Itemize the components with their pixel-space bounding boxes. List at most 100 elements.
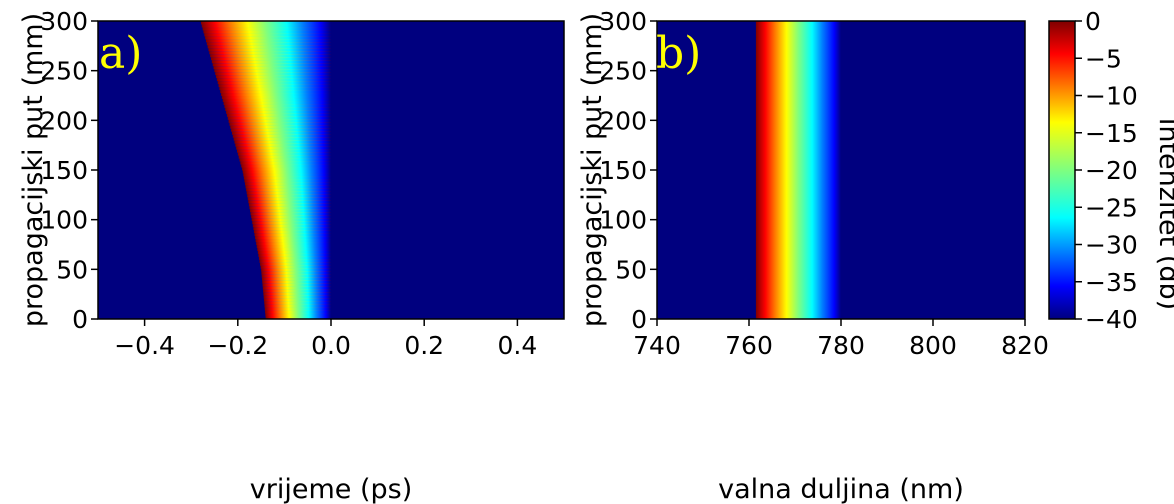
heatmap-strip-right xyxy=(252,220,331,225)
heatmap-strip-right xyxy=(254,232,331,237)
heatmap-strip-right xyxy=(226,109,331,114)
heatmap-strip-right xyxy=(203,29,331,34)
heatmap-strip-right xyxy=(215,71,331,76)
heatmap-strip-right xyxy=(222,97,331,102)
heatmap-strip-right xyxy=(244,181,331,186)
y-axis-b: 0 50 100 150 200 250 300 xyxy=(599,7,657,334)
x-axis-a: −0.4 −0.2 0.0 0.2 0.4 xyxy=(114,319,537,360)
heatmap-strip-right xyxy=(219,86,331,91)
heatmap-strip-right xyxy=(260,261,331,266)
heatmap-strip-right xyxy=(264,303,331,308)
x-tick-label: 800 xyxy=(909,331,957,360)
heatmap-strip-right xyxy=(259,258,331,263)
heatmap-strip-right xyxy=(213,65,331,70)
heatmap-strip-right xyxy=(231,130,331,135)
heatmap-strip-right xyxy=(245,184,331,189)
heatmap-strip-right xyxy=(216,74,331,79)
panel-label-a: a) xyxy=(99,28,142,79)
heatmap-strip-right xyxy=(221,92,331,96)
y-axis-label-a: propagacijski put (mm) xyxy=(18,13,49,327)
x-tick-label: −0.4 xyxy=(114,331,175,360)
x-tick-label: 0.4 xyxy=(498,331,538,360)
heatmap-strip-right xyxy=(247,193,331,198)
heatmap-strip-right xyxy=(238,154,331,159)
heatmap-strip-right xyxy=(237,148,331,153)
y-tick-label: 300 xyxy=(40,7,88,36)
heatmap-strip-right xyxy=(211,59,331,64)
heatmap-strip-right xyxy=(263,291,331,296)
x-tick-label: 820 xyxy=(1001,331,1049,360)
heatmap-strip-right xyxy=(251,214,331,219)
heatmap-strip-right xyxy=(264,300,331,305)
heatmap-strip-right xyxy=(263,288,331,293)
heatmap-strip-right xyxy=(251,217,331,222)
heatmap-strip-right xyxy=(262,282,331,287)
x-axis-label-a: vrijeme (ps) xyxy=(250,474,412,504)
x-tick-label: 760 xyxy=(725,331,773,360)
heatmap-strip-right xyxy=(220,89,331,94)
colorbar-tick-label: −10 xyxy=(1085,82,1138,111)
panel-label-b: b) xyxy=(656,28,701,79)
heatmap-strip-right xyxy=(248,202,331,207)
colorbar-tick-label: −5 xyxy=(1085,44,1122,73)
heatmap-b-band xyxy=(755,21,841,319)
panel-a: 0 50 100 150 200 250 300 −0.4 −0.2 0.0 0.2 0.4 vri… xyxy=(18,7,565,504)
heatmap-strip-right xyxy=(218,83,331,88)
x-tick-label: 740 xyxy=(633,331,681,360)
heatmap-strip-right xyxy=(226,112,331,117)
colorbar-tick-label: 0 xyxy=(1085,7,1101,36)
heatmap-strip-right xyxy=(200,21,331,25)
heatmap-strip-right xyxy=(265,315,331,319)
heatmap-strip-right xyxy=(237,151,331,156)
heatmap-strip-right xyxy=(250,211,331,216)
heatmap-strip-right xyxy=(211,56,331,61)
heatmap-strip-right xyxy=(264,306,331,311)
x-tick-label: 0.2 xyxy=(404,331,444,360)
heatmap-strip-right xyxy=(261,273,331,278)
heatmap-strip-right xyxy=(227,115,331,120)
heatmap-strip-right xyxy=(242,169,331,174)
x-tick-label: 780 xyxy=(817,331,865,360)
heatmap-strip-right xyxy=(228,118,331,123)
heatmap-strip-right xyxy=(239,157,331,162)
heatmap-strip-right xyxy=(247,196,331,201)
heatmap-strip-right xyxy=(263,297,331,302)
y-tick-label: 0 xyxy=(72,305,88,334)
heatmap-strip-right xyxy=(202,26,331,31)
heatmap-strip-right xyxy=(201,23,331,28)
heatmap-strip-right xyxy=(234,139,331,144)
heatmap-strip-right xyxy=(209,50,331,55)
heatmap-strip-right xyxy=(241,163,331,168)
heatmap-strip-right xyxy=(261,267,331,272)
heatmap-strip-right xyxy=(261,276,331,281)
y-tick-label: 100 xyxy=(40,206,88,235)
heatmap-strip-right xyxy=(224,103,331,108)
heatmap-strip-right xyxy=(231,127,331,132)
y-tick-label: 300 xyxy=(599,7,647,36)
heatmap-strip-right xyxy=(225,106,331,111)
heatmap-strip-right xyxy=(212,62,331,67)
y-tick-label: 50 xyxy=(615,255,647,284)
heatmap-a xyxy=(98,21,564,319)
heatmap-strip-right xyxy=(265,309,331,314)
panel-b: 0 50 100 150 200 250 300 740 760 780 800 820 valna… xyxy=(577,7,1049,504)
heatmap-strip-right xyxy=(243,175,331,180)
heatmap-strip-right xyxy=(236,145,331,150)
heatmap-strip-right xyxy=(257,246,331,251)
colorbar-tick-label: −40 xyxy=(1085,305,1138,334)
heatmap-strip-right xyxy=(262,279,331,284)
y-tick-label: 200 xyxy=(40,106,88,135)
colorbar: 0 −5 −10 −15 −20 −25 −30 −35 −40 intenzitet (db) xyxy=(1048,7,1174,334)
heatmap-strip-right xyxy=(258,255,331,260)
heatmap-strip-right xyxy=(263,294,331,299)
heatmap-strip-right xyxy=(205,35,331,40)
heatmap-strip-right xyxy=(221,95,331,99)
heatmap-strip-right xyxy=(232,133,331,138)
colorbar-gradient xyxy=(1048,20,1076,320)
heatmap-strip-right xyxy=(235,142,331,147)
heatmap-strip-right xyxy=(255,235,331,240)
heatmap-strip-right xyxy=(260,264,331,269)
y-tick-label: 50 xyxy=(56,255,88,284)
heatmap-strip-right xyxy=(204,32,331,37)
